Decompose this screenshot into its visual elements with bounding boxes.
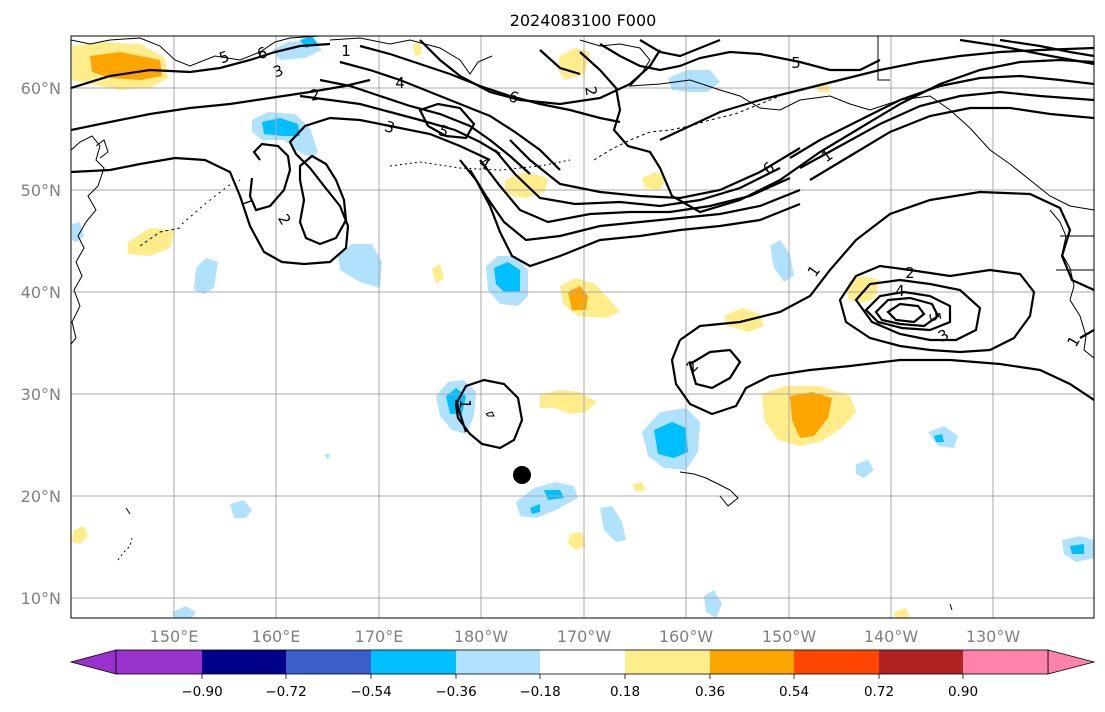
contour-label: 5 [925,311,944,324]
lon-label: 130°W [966,627,1021,646]
colorbar-segment [879,650,963,674]
lat-label: 20°N [21,487,61,506]
contour-label: 2 [581,85,600,98]
lon-label: 160°W [659,627,714,646]
lon-label: 150°W [762,627,817,646]
latitude-labels: 60°N 50°N 40°N 30°N 20°N 10°N [21,79,61,608]
lon-label: 170°W [557,627,612,646]
colorbar-segment [710,650,794,674]
lat-label: 10°N [21,589,61,608]
lon-label: 150°E [150,627,199,646]
colorbar-tick-label: 0.36 [695,684,725,700]
contour-label: 5 [791,54,801,72]
map-frame [70,35,1095,619]
colorbar-tick-label: 0.72 [864,684,894,700]
lat-label: 50°N [21,181,61,200]
colorbar-max-extend [1047,649,1096,675]
colorbar-segment [116,650,202,674]
contour-label: 4 [395,74,405,92]
contour-label: 1 [456,399,474,409]
colorbar: −0.90 −0.72 −0.54 −0.36 −0.18 0.18 0.36 0.54 0.7… [69,649,1096,700]
colorbar-segment [456,650,540,674]
contour-lines [71,38,1094,450]
contour-label: 2 [905,264,915,282]
colorbar-tick-label: −0.54 [350,684,391,700]
colorbar-frame [115,649,1049,675]
colorbar-tick-label: 0.18 [610,684,640,700]
colorbar-tick-label: −0.18 [519,684,560,700]
colorbar-tick-label: −0.90 [181,684,222,700]
colorbar-segment [202,650,286,674]
anomaly-shading [72,36,1094,618]
contour-label: 2 [309,85,322,104]
colorbar-min-extend [69,649,117,675]
colorbar-segment [963,650,1048,674]
map-title: 2024083100 F000 [510,11,657,30]
colorbar-tick-label: 0.54 [779,684,809,700]
lat-label: 60°N [21,79,61,98]
lat-label: 40°N [21,283,61,302]
graticule [71,36,1094,618]
lat-label: 30°N [21,385,61,404]
colorbar-tick-label: −0.72 [265,684,306,700]
colorbar-segment [286,650,371,674]
colorbar-segment [540,650,625,674]
longitude-labels: 150°E 160°E 170°E 180°W 170°W 160°W 150°… [150,627,1021,646]
contour-label: 4 [895,282,905,300]
colorbar-segment [371,650,456,674]
storm-center-marker [513,466,531,484]
lon-label: 160°E [252,627,301,646]
lon-label: 140°W [864,627,919,646]
colorbar-segment [625,650,710,674]
colorbar-segment [794,650,879,674]
lon-label: 170°E [355,627,404,646]
lon-label: 180°W [454,627,509,646]
contour-label: 1 [341,42,351,60]
colorbar-tick-label: −0.36 [435,684,476,700]
colorbar-tick-label: 0.90 [948,684,978,700]
